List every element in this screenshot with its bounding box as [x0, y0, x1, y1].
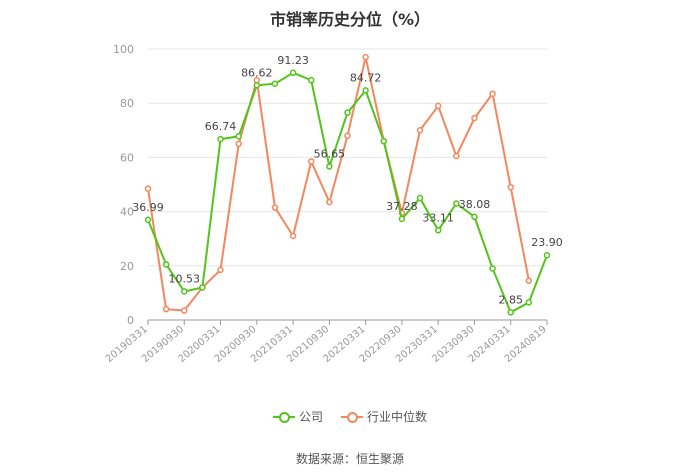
series-0-point: [307, 76, 315, 84]
y-tick-label: 20: [120, 260, 134, 273]
legend-industry-marker-icon: [341, 411, 363, 423]
series-1-point: [453, 152, 460, 160]
y-tick-label: 80: [120, 97, 134, 110]
legend-item-company[interactable]: 公司: [272, 408, 323, 425]
series-0-point: [199, 284, 206, 291]
series-1-point: [489, 90, 496, 97]
data-label: 56.65: [314, 147, 346, 160]
series-1-point: [289, 232, 297, 240]
data-label: 38.08: [459, 198, 491, 211]
legend-industry-label: 行业中位数: [367, 410, 428, 424]
series-0-point: [289, 69, 297, 77]
data-label: 84.72: [350, 71, 382, 84]
y-tick-label: 0: [127, 314, 134, 327]
series-layer: [144, 53, 551, 316]
data-label: 10.53: [169, 272, 201, 285]
series-0-point: [489, 265, 496, 272]
data-label: 86.62: [241, 66, 273, 79]
legend: 公司 行业中位数: [0, 408, 700, 425]
data-labels: 36.99 10.53 66.74 86.62 91.23 56.65 84.72 37.28…: [132, 54, 563, 307]
chart-title: 市销率历史分位（%）: [269, 10, 431, 29]
series-1-point: [181, 307, 188, 314]
x-axis: 2019033120190930202003312020093020210331…: [104, 319, 549, 365]
series-0-point: [217, 135, 224, 143]
data-label: 66.74: [205, 120, 237, 133]
legend-company-marker-icon: [272, 411, 295, 423]
series-0-point: [416, 194, 424, 202]
series-1-point: [507, 183, 514, 191]
data-label: 37.28: [386, 200, 418, 213]
y-tick-label: 100: [113, 43, 134, 56]
series-1-point: [471, 114, 478, 122]
series-0-point: [162, 261, 170, 268]
legend-company-label: 公司: [298, 410, 323, 424]
data-source-note: 数据来源：恒生聚源: [295, 452, 404, 466]
grid-lines: [148, 48, 547, 321]
data-label: 23.90: [531, 236, 563, 249]
data-label: 33.11: [422, 211, 454, 224]
series-1-point: [434, 102, 442, 110]
data-label: 91.23: [277, 54, 309, 67]
series-0-point: [525, 299, 533, 306]
series-0-point: [253, 82, 261, 89]
series-0-point: [543, 251, 551, 259]
series-0-point: [271, 80, 279, 87]
series-1-point: [525, 277, 533, 284]
series-0-point: [144, 216, 152, 224]
series-1-point: [326, 198, 333, 206]
data-label: 36.99: [132, 201, 164, 214]
series-0-point: [471, 213, 478, 221]
series-1-point: [162, 305, 170, 313]
series-1-point: [217, 266, 224, 274]
series-0-point: [344, 109, 351, 116]
series-0-point: [507, 309, 514, 316]
series-1-point: [307, 158, 315, 165]
series-1-point: [271, 204, 279, 211]
series-1-point: [235, 140, 242, 148]
series-1-point: [362, 53, 369, 61]
y-tick-label: 60: [120, 151, 134, 164]
y-axis: 0 20 40 60 80 100: [113, 43, 134, 327]
data-label: 2.85: [498, 293, 523, 306]
series-0-point: [181, 288, 188, 295]
series-0-point: [380, 137, 388, 145]
series-1-point: [416, 127, 424, 134]
series-0-point: [362, 87, 369, 94]
series-1-point: [144, 185, 152, 192]
series-line-1: [147, 56, 530, 312]
series-0-point: [235, 133, 242, 140]
series-line-0: [147, 71, 548, 314]
series-0-point: [398, 215, 406, 223]
series-1-point: [344, 132, 351, 139]
y-tick-label: 40: [120, 206, 134, 219]
series-0-point: [453, 200, 460, 207]
series-0-point: [326, 163, 333, 170]
series-0-point: [434, 227, 442, 234]
legend-item-industry-median[interactable]: 行业中位数: [341, 408, 427, 425]
